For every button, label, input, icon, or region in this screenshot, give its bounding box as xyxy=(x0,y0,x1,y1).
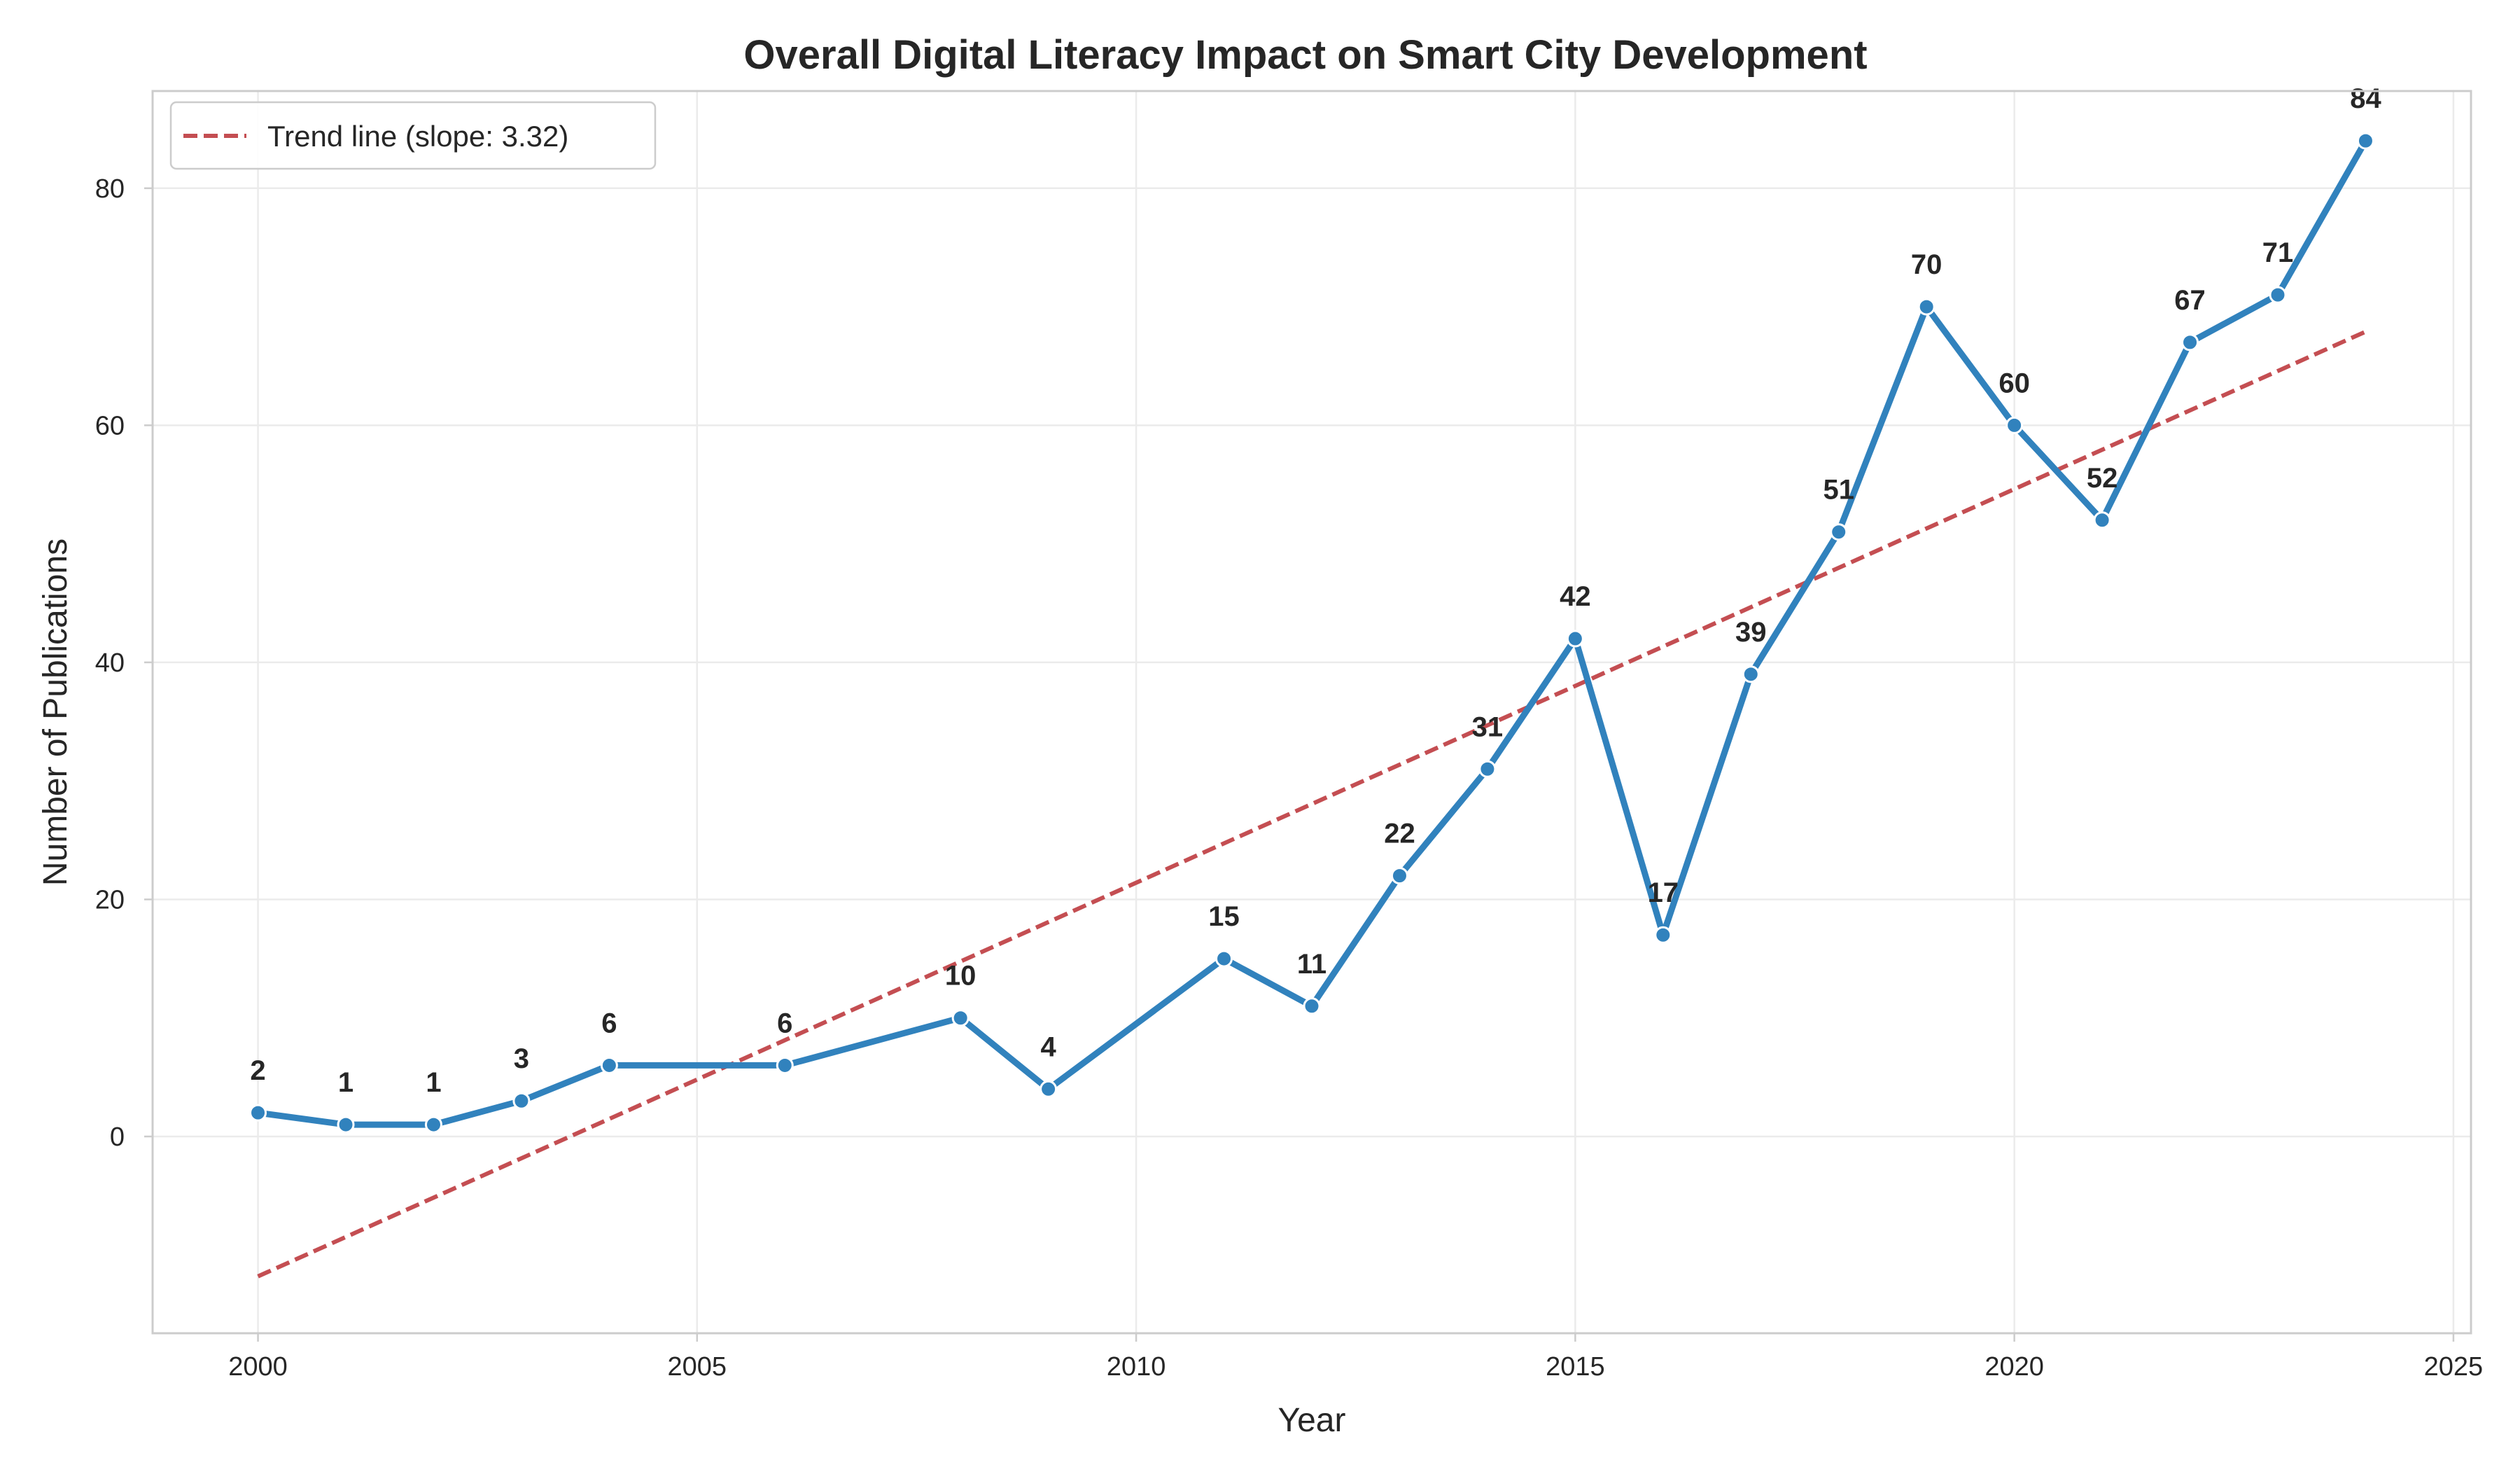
y-tick-label: 80 xyxy=(95,174,125,204)
data-label: 42 xyxy=(1560,581,1591,612)
data-point xyxy=(424,1115,442,1134)
data-point xyxy=(1040,1080,1058,1098)
data-point xyxy=(2093,511,2111,529)
data-label: 31 xyxy=(1472,711,1504,742)
x-tick-label: 2015 xyxy=(1546,1352,1605,1382)
legend: Trend line (slope: 3.32) xyxy=(169,101,657,170)
x-tick-label: 2005 xyxy=(668,1352,727,1382)
data-point xyxy=(2181,333,2199,352)
data-point xyxy=(337,1115,355,1134)
x-tick-label: 2020 xyxy=(1984,1352,2044,1382)
data-label: 15 xyxy=(1208,901,1240,932)
y-tick-label: 40 xyxy=(95,648,125,678)
data-point xyxy=(951,1009,969,1027)
trend-layer xyxy=(257,329,2367,1279)
plot-area-frame xyxy=(151,90,2472,1335)
data-point xyxy=(1566,630,1584,648)
trend-line xyxy=(257,329,2367,1279)
chart-title: Overall Digital Literacy Impact on Smart… xyxy=(743,32,1867,78)
data-point xyxy=(1742,665,1760,683)
x-tick-label: 2010 xyxy=(1107,1352,1166,1382)
data-point xyxy=(2356,132,2374,150)
x-tick-label: 2025 xyxy=(2424,1352,2484,1382)
y-tick-label: 60 xyxy=(95,411,125,440)
data-point xyxy=(776,1056,794,1074)
data-point xyxy=(1830,523,1848,541)
data-label: 11 xyxy=(1297,949,1326,980)
data-label: 6 xyxy=(601,1008,617,1038)
data-point xyxy=(512,1092,531,1110)
data-label: 1 xyxy=(338,1067,354,1098)
data-label: 70 xyxy=(1911,249,1942,280)
data-label: 3 xyxy=(514,1043,529,1074)
data-label: 60 xyxy=(1998,368,2030,398)
publications-series-line xyxy=(255,137,2369,1128)
data-point xyxy=(2269,286,2287,304)
data-point xyxy=(2005,416,2024,434)
data-label: 1 xyxy=(426,1067,441,1098)
data-point xyxy=(1478,760,1497,778)
data-point xyxy=(1917,298,1935,316)
data-label: 4 xyxy=(1041,1031,1057,1062)
y-axis-label: Number of Publications xyxy=(37,538,74,886)
data-point xyxy=(1215,950,1233,968)
x-tick-label: 2000 xyxy=(228,1352,288,1382)
data-label: 6 xyxy=(777,1008,792,1038)
data-label: 51 xyxy=(1823,475,1854,506)
data-point xyxy=(1390,867,1408,885)
data-label: 71 xyxy=(2262,237,2294,268)
ticks: 2000 2005 2010 2015 2020 2025 0 20 40 60 80 xyxy=(95,174,2483,1382)
grid xyxy=(153,91,2471,1333)
data-label: 17 xyxy=(1648,877,1679,908)
data-label: 39 xyxy=(1735,617,1767,648)
y-tick-label: 0 xyxy=(110,1122,125,1152)
data-point xyxy=(1654,926,1672,944)
data-label: 2 xyxy=(250,1055,265,1086)
data-label: 22 xyxy=(1384,819,1415,849)
data-label: 52 xyxy=(2087,463,2118,494)
data-point xyxy=(1303,997,1321,1015)
x-axis-label: Year xyxy=(1278,1402,1346,1439)
data-label: 84 xyxy=(2350,83,2381,114)
data-label: 67 xyxy=(2174,285,2206,316)
legend-trend-label: Trend line (slope: 3.32) xyxy=(267,120,568,153)
data-point xyxy=(600,1056,618,1074)
series-layer xyxy=(249,132,2374,1134)
data-point xyxy=(249,1104,267,1122)
data-label: 10 xyxy=(945,961,976,992)
y-tick-label: 20 xyxy=(95,885,125,915)
legend-box xyxy=(169,101,657,170)
